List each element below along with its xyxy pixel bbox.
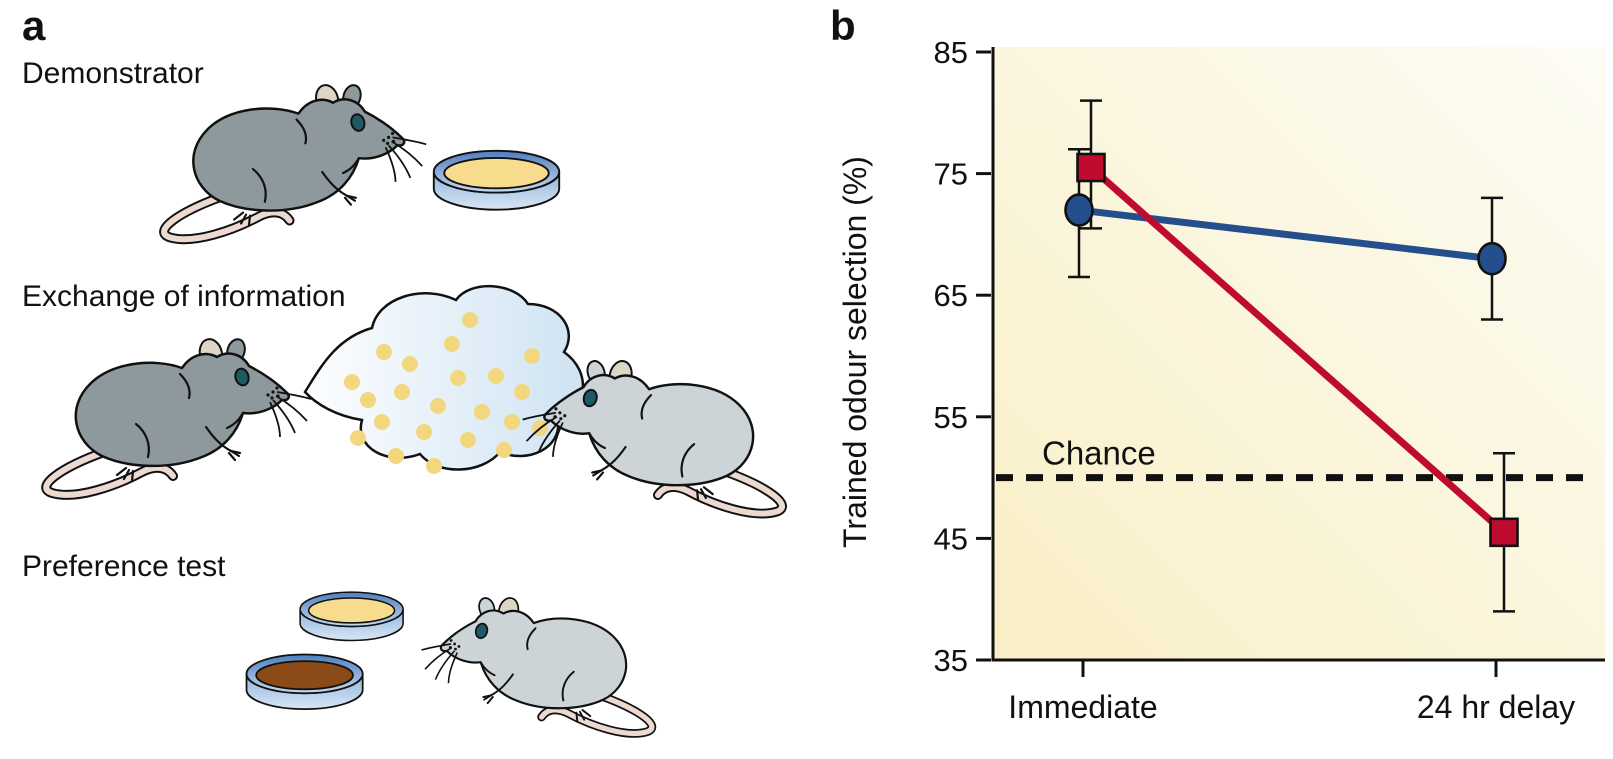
panel-b-label: b [830, 2, 856, 49]
step-label-exchange-of-information: Exchange of information [22, 280, 346, 313]
y-tick-label-75: 75 [934, 157, 968, 192]
axes [991, 47, 1605, 662]
y-tick-label-65: 65 [934, 278, 968, 313]
marker-red-squares-immediate [1076, 152, 1106, 183]
breath-cloud [303, 285, 585, 474]
marker-red-squares-24-hr-delay [1489, 517, 1519, 548]
marker-blue-circles-24-hr-delay [1477, 241, 1507, 276]
y-tick-label-85: 85 [934, 35, 968, 70]
step-label-demonstrator: Demonstrator [22, 57, 204, 90]
y-tick-label-45: 45 [934, 521, 968, 556]
panel-a-label: a [22, 2, 46, 49]
x-tick-label-immediate: Immediate [1008, 689, 1157, 725]
chance-label: Chance [1042, 435, 1156, 472]
step-label-preference-test: Preference test [22, 550, 226, 583]
y-tick-label-35: 35 [934, 643, 968, 678]
odour-particles [344, 312, 548, 474]
series-line-red-squares [1088, 164, 1507, 535]
y-tick-label-55: 55 [934, 400, 968, 435]
y-axis-title: Trained odour selection (%) [837, 156, 873, 548]
marker-blue-circles-immediate [1064, 193, 1094, 227]
x-tick-label-24-hr-delay: 24 hr delay [1417, 689, 1575, 725]
